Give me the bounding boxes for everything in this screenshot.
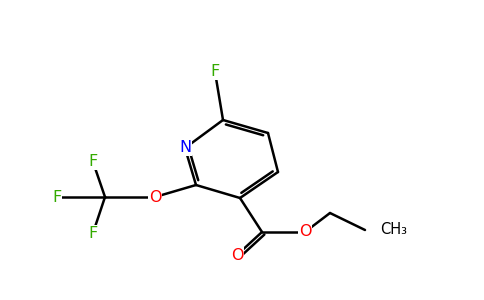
Text: O: O: [299, 224, 311, 239]
Text: O: O: [231, 248, 243, 262]
Text: F: F: [211, 64, 220, 80]
Text: F: F: [89, 226, 98, 241]
Text: O: O: [149, 190, 161, 205]
Text: F: F: [52, 190, 61, 205]
Text: CH₃: CH₃: [380, 223, 407, 238]
Text: F: F: [89, 154, 98, 169]
Text: N: N: [179, 140, 191, 155]
